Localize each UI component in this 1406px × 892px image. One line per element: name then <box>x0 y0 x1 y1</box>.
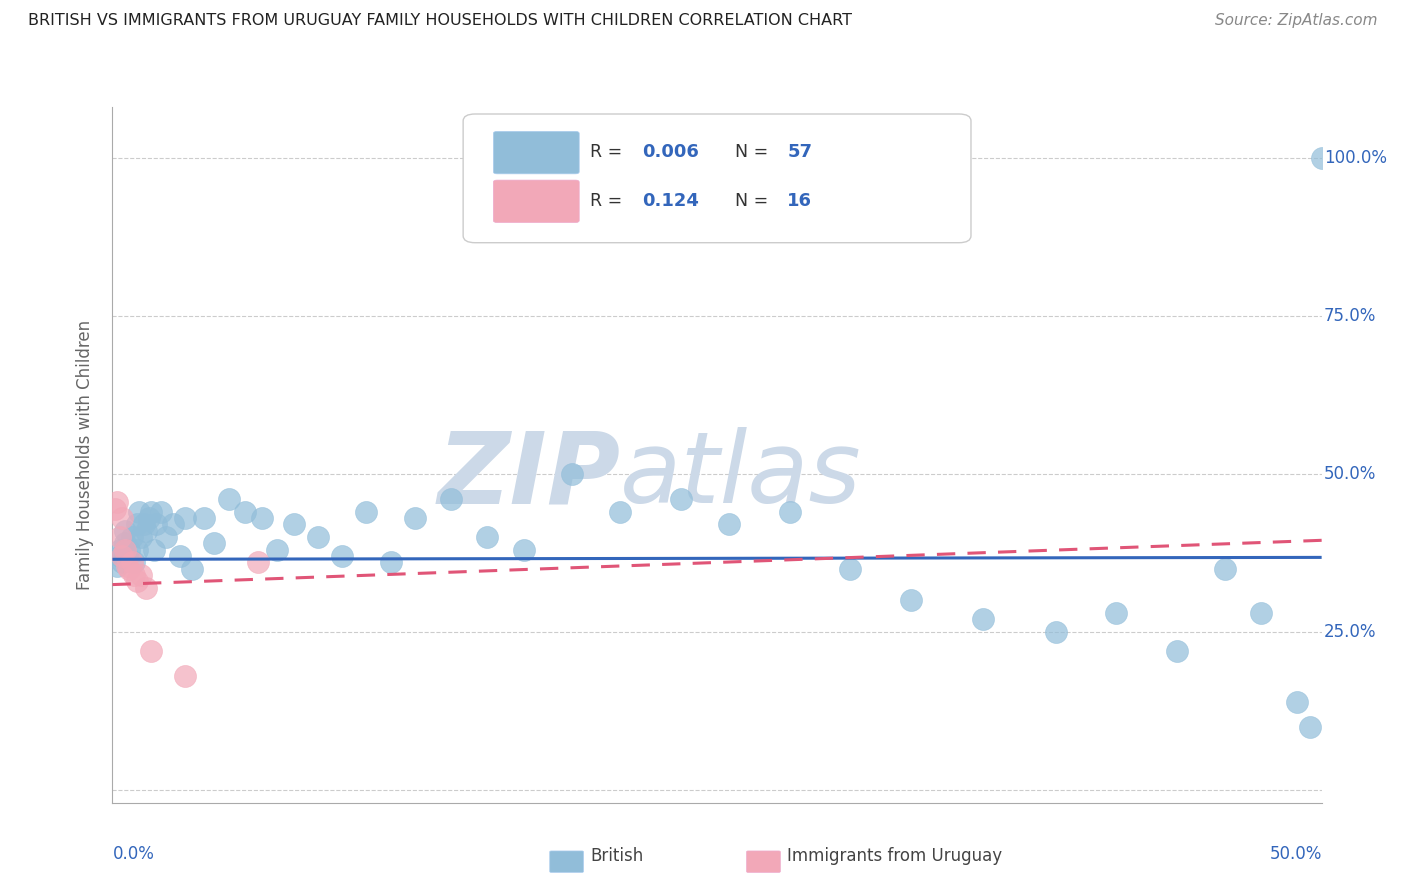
Point <box>1310 151 1333 165</box>
Point <box>114 524 136 538</box>
Point <box>111 556 134 570</box>
Point <box>118 562 141 576</box>
Point <box>779 505 801 519</box>
Point <box>111 549 134 563</box>
Point <box>669 492 692 507</box>
Point <box>900 593 922 607</box>
Point <box>266 542 288 557</box>
Point <box>115 549 138 563</box>
Text: R =: R = <box>591 144 628 161</box>
Point <box>181 562 204 576</box>
Text: 50.0%: 50.0% <box>1324 465 1376 483</box>
Text: 25.0%: 25.0% <box>1324 623 1376 641</box>
Text: N =: N = <box>735 192 769 210</box>
Point <box>125 542 148 557</box>
Point <box>149 505 172 519</box>
Point <box>105 495 128 509</box>
Text: 50.0%: 50.0% <box>1270 845 1322 863</box>
Point <box>1298 720 1320 734</box>
Point <box>356 505 378 519</box>
Y-axis label: Family Households with Children: Family Households with Children <box>76 320 94 590</box>
Point <box>115 558 138 573</box>
Point <box>512 542 534 557</box>
Point <box>404 511 426 525</box>
Point <box>174 669 197 683</box>
Text: 75.0%: 75.0% <box>1324 307 1376 325</box>
Point <box>114 536 136 550</box>
Point <box>246 556 269 570</box>
Point <box>162 517 184 532</box>
Point <box>972 612 994 626</box>
Point <box>1105 606 1128 620</box>
Point <box>105 558 128 573</box>
Point <box>330 549 353 563</box>
Text: 57: 57 <box>787 144 813 161</box>
Point <box>218 492 240 507</box>
Point <box>1250 606 1272 620</box>
Point <box>839 562 862 576</box>
Point <box>118 542 141 557</box>
Point <box>141 505 163 519</box>
Text: 0.006: 0.006 <box>643 144 699 161</box>
Point <box>131 530 153 544</box>
Point <box>235 505 257 519</box>
Point <box>122 568 145 582</box>
Text: 100.0%: 100.0% <box>1324 149 1388 167</box>
FancyBboxPatch shape <box>494 180 579 222</box>
Point <box>132 517 155 532</box>
Text: BRITISH VS IMMIGRANTS FROM URUGUAY FAMILY HOUSEHOLDS WITH CHILDREN CORRELATION C: BRITISH VS IMMIGRANTS FROM URUGUAY FAMIL… <box>28 13 852 29</box>
Text: atlas: atlas <box>620 427 862 524</box>
Text: 16: 16 <box>787 192 813 210</box>
Point <box>122 556 145 570</box>
Point <box>108 549 131 563</box>
Point <box>174 511 197 525</box>
Point <box>125 517 148 532</box>
Text: Source: ZipAtlas.com: Source: ZipAtlas.com <box>1215 13 1378 29</box>
Point <box>131 568 153 582</box>
Point <box>440 492 463 507</box>
Point <box>141 644 163 658</box>
Point <box>128 505 150 519</box>
Point <box>1166 644 1188 658</box>
Point <box>135 581 157 595</box>
Text: British: British <box>591 847 644 865</box>
Point <box>561 467 583 481</box>
Text: ZIP: ZIP <box>437 427 620 524</box>
Point <box>121 556 143 570</box>
Point <box>111 511 134 525</box>
Point <box>202 536 225 550</box>
Point <box>1045 625 1067 640</box>
Point <box>135 524 157 538</box>
Point <box>108 530 131 544</box>
Text: R =: R = <box>591 192 633 210</box>
Text: N =: N = <box>735 144 769 161</box>
Point <box>307 530 329 544</box>
Point <box>155 530 177 544</box>
Point <box>380 556 402 570</box>
Point <box>169 549 191 563</box>
Point <box>138 511 160 525</box>
Point <box>142 542 165 557</box>
FancyBboxPatch shape <box>494 131 579 174</box>
Text: Immigrants from Uruguay: Immigrants from Uruguay <box>787 847 1002 865</box>
Point <box>1213 562 1236 576</box>
Point <box>1286 695 1309 709</box>
Point <box>108 542 131 557</box>
Point <box>718 517 741 532</box>
Point <box>114 542 136 557</box>
Point <box>609 505 631 519</box>
Text: 0.0%: 0.0% <box>112 845 155 863</box>
Point <box>477 530 499 544</box>
Point <box>121 530 143 544</box>
Point <box>104 501 127 516</box>
Text: 0.124: 0.124 <box>643 192 699 210</box>
Point <box>193 511 215 525</box>
FancyBboxPatch shape <box>463 114 972 243</box>
Point <box>145 517 167 532</box>
Point <box>283 517 305 532</box>
Point <box>252 511 274 525</box>
Point <box>125 574 148 589</box>
